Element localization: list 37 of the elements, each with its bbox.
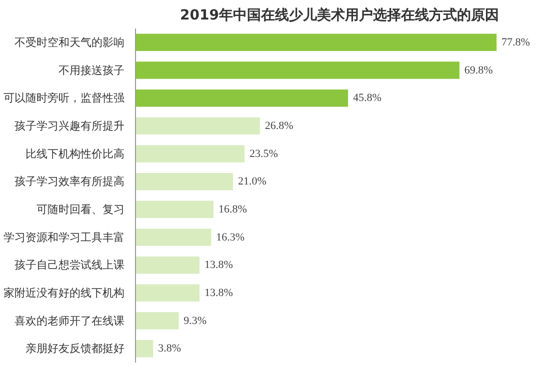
bar <box>136 312 179 330</box>
bar <box>136 256 200 274</box>
data-label: 9.3% <box>184 314 207 327</box>
y-tick-label: 喜欢的老师开了在线课 <box>14 314 124 328</box>
y-tick-label: 可以随时旁听，监督性强 <box>4 92 124 105</box>
y-tick-label: 家附近没有好的线下机构 <box>4 286 124 300</box>
bar <box>136 284 200 302</box>
data-label: 16.3% <box>216 231 245 244</box>
y-tick-label: 比线下机构性价比高 <box>26 147 124 160</box>
y-tick-label: 可随时回看、复习 <box>36 202 124 216</box>
data-label: 26.8% <box>264 120 294 132</box>
data-label: 23.5% <box>250 148 278 160</box>
y-tick-label: 不用接送孩子 <box>58 64 124 77</box>
data-label: 45.8% <box>353 92 382 104</box>
y-tick-label: 孩子自己想尝试线上课 <box>14 258 124 272</box>
data-label: 69.8% <box>464 64 493 76</box>
data-label: 16.8% <box>218 203 247 216</box>
y-tick-label: 不受时空和天气的影响 <box>14 36 124 49</box>
bar <box>136 340 154 358</box>
bar <box>136 89 348 107</box>
bar <box>136 228 212 246</box>
y-tick-label: 学习资源和学习工具丰富 <box>4 230 124 244</box>
bar <box>136 34 497 52</box>
data-label: 13.8% <box>204 259 233 272</box>
y-tick-label: 亲朋好友反馈都挺好 <box>26 342 124 356</box>
bar <box>136 62 460 79</box>
bar <box>136 172 233 190</box>
y-tick-label: 孩子学习兴趣有所提升 <box>14 119 124 132</box>
data-label: 3.8% <box>158 342 182 355</box>
bar <box>136 117 260 135</box>
data-label: 13.8% <box>204 286 233 299</box>
data-label: 77.8% <box>502 36 530 48</box>
bar <box>136 200 214 218</box>
chart-title: 2019年中国在线少儿美术用户选择在线方式的原因 <box>180 6 499 24</box>
data-label: 21.0% <box>238 176 266 188</box>
y-tick-label: 孩子学习效率有所提高 <box>14 175 124 188</box>
bar <box>136 145 245 162</box>
